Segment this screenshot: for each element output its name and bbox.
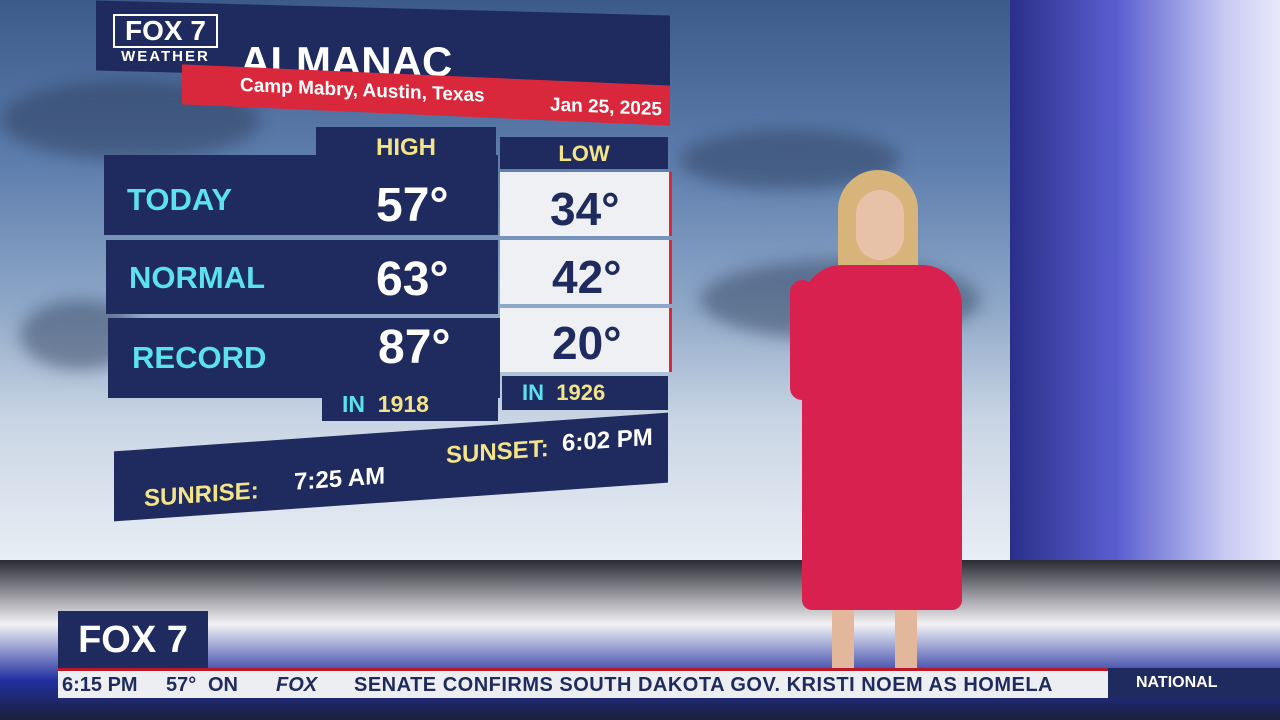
studio-wall (1010, 0, 1280, 600)
high-record: 87° (378, 321, 451, 374)
row-normal (106, 240, 498, 314)
ticker-headline: SENATE CONFIRMS SOUTH DAKOTA GOV. KRISTI… (354, 674, 1054, 696)
low-header: LOW (500, 137, 668, 169)
low-today: 34° (550, 183, 620, 235)
low-today-box (500, 172, 672, 236)
low-normal: 42° (552, 251, 622, 303)
low-normal-box (500, 240, 672, 304)
label-record: RECORD (132, 340, 267, 375)
high-today: 57° (376, 179, 449, 232)
presenter (790, 170, 970, 690)
row-today (104, 155, 498, 235)
location: Camp Mabry, Austin, Texas (240, 74, 485, 107)
low-record-box (500, 308, 672, 372)
label-today: TODAY (127, 182, 233, 217)
fox7-weather-logo: FOX 7 WEATHER (113, 14, 218, 72)
high-normal: 63° (376, 253, 449, 306)
ticker-category: NATIONAL (1108, 668, 1280, 698)
news-ticker: 6:15 PM 57° ON FOX SENATE CONFIRMS SOUTH… (58, 668, 1108, 698)
date: Jan 25, 2025 (550, 94, 662, 121)
label-normal: NORMAL (129, 260, 266, 295)
low-record: 20° (552, 317, 622, 369)
fox-logo: FOX (276, 674, 318, 696)
record-low-year: IN 1926 (502, 376, 668, 410)
record-high-year: IN 1918 (322, 385, 498, 421)
row-record (108, 318, 500, 398)
station-bug: FOX 7 (58, 611, 208, 669)
